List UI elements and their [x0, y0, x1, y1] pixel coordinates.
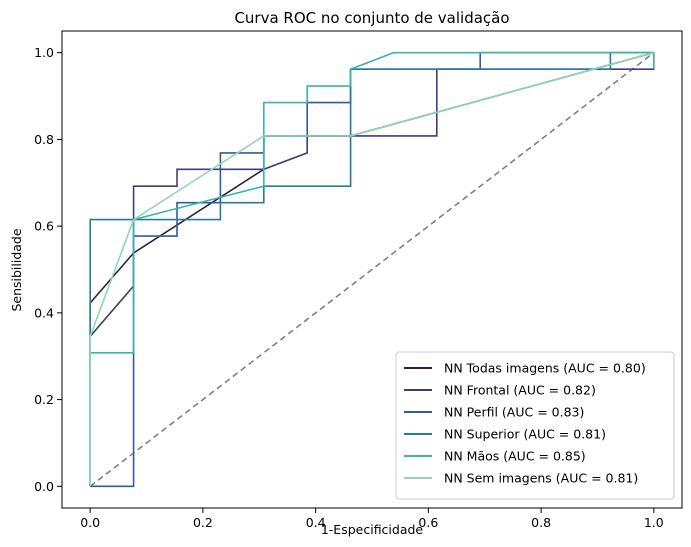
- series-line-4: [89, 51, 654, 487]
- x-tick-label: 0.0: [80, 515, 100, 530]
- legend-label-4: NN Superior (AUC = 0.81): [444, 427, 606, 442]
- series-line-6: [89, 51, 655, 487]
- y-axis-label: Sensibilidade: [9, 228, 24, 311]
- y-tick-label: 0.8: [34, 132, 54, 147]
- y-tick-label: 0.0: [34, 479, 54, 494]
- legend-label-1: NN Todas imagens (AUC = 0.80): [444, 361, 646, 376]
- x-tick-label: 0.2: [193, 515, 213, 530]
- legend-box: [395, 351, 675, 500]
- x-tick-label: 1.0: [644, 515, 664, 530]
- x-axis: 0.0 0.2 0.4 0.6 0.8 1.0: [80, 508, 664, 530]
- x-axis-label: 1-Especificidade: [321, 522, 424, 537]
- y-tick-label: 0.2: [34, 392, 54, 407]
- x-tick-label: 0.6: [418, 515, 438, 530]
- y-axis: 0.0 0.2 0.4 0.6 0.8 1.0: [34, 45, 62, 494]
- legend: NN Todas imagens (AUC = 0.80) NN Frontal …: [395, 351, 675, 500]
- plot-area: 0.0 0.2 0.4 0.6 0.8 1.0 0.0 0.2 0.4 0.6 0.8 1.0: [34, 30, 683, 530]
- series-line-5: [89, 51, 655, 487]
- legend-label-6: NN Sem imagens (AUC = 0.81): [444, 471, 638, 486]
- legend-label-3: NN Perfil (AUC = 0.83): [444, 405, 584, 420]
- legend-label-5: NN Mãos (AUC = 0.85): [444, 449, 586, 464]
- legend-label-2: NN Frontal (AUC = 0.82): [444, 383, 596, 398]
- y-tick-label: 0.6: [34, 219, 54, 234]
- roc-series: [89, 51, 655, 488]
- chance-diagonal: [89, 52, 655, 487]
- plot-frame: [61, 30, 683, 509]
- chart-title: Curva ROC no conjunto de validação: [234, 9, 509, 27]
- x-tick-label: 0.8: [531, 515, 551, 530]
- y-tick-label: 0.4: [34, 305, 54, 320]
- y-tick-label: 1.0: [34, 45, 54, 60]
- x-tick-label: 0.4: [306, 515, 326, 530]
